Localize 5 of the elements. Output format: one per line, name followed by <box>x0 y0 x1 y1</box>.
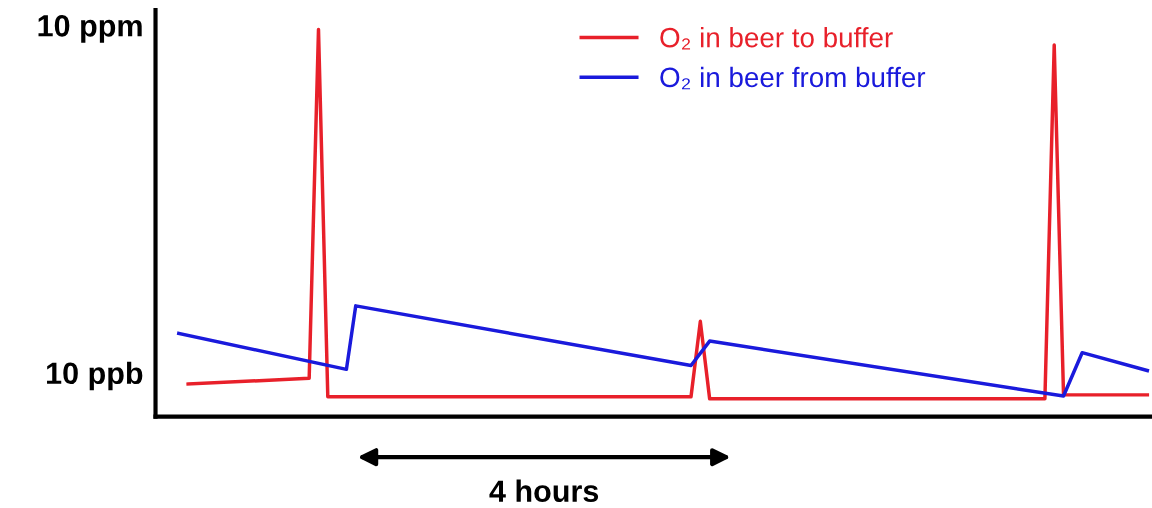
legend-label: O₂ in beer to buffer <box>660 27 893 50</box>
text: 4 hours <box>489 479 599 502</box>
text: 10 ppm <box>38 15 142 43</box>
legend-label: O₂ in beer from buffer <box>660 66 926 90</box>
text: 10 ppb <box>47 361 143 391</box>
